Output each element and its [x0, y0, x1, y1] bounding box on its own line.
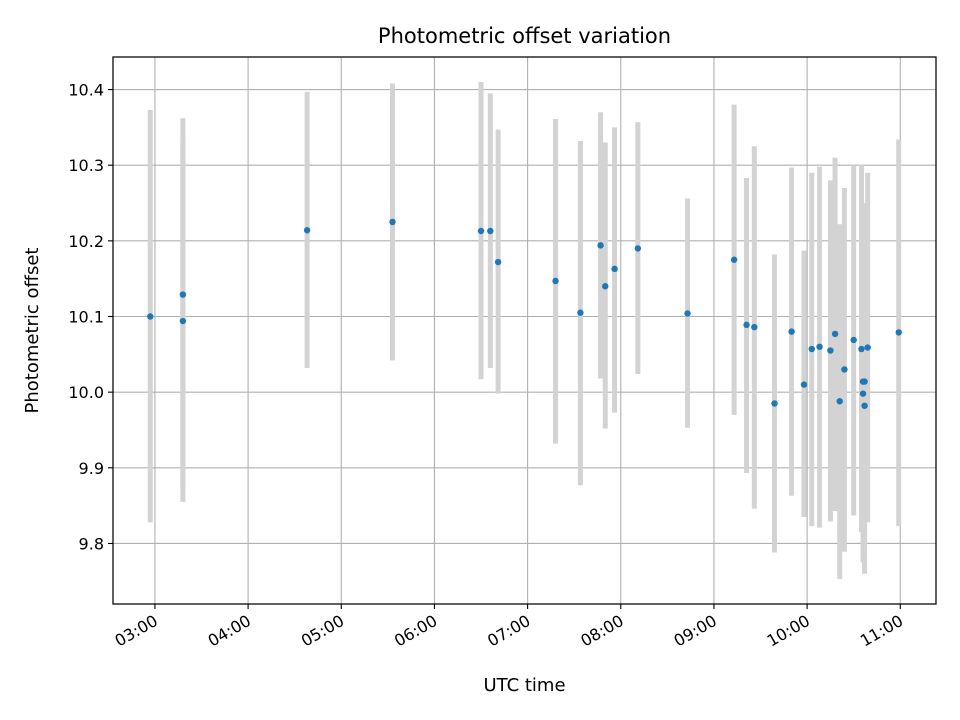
data-point — [303, 227, 311, 234]
data-point — [743, 321, 750, 329]
data-point — [179, 317, 187, 325]
data-point — [836, 398, 843, 405]
data-point — [827, 347, 834, 354]
data-point — [147, 313, 154, 320]
data-point — [179, 291, 187, 298]
data-point — [389, 218, 396, 226]
y-tick-label: 10.3 — [68, 156, 104, 175]
data-point — [816, 343, 823, 350]
y-tick-label: 10.0 — [68, 383, 104, 402]
y-tick-label: 9.8 — [79, 534, 104, 553]
data-point — [788, 328, 795, 335]
data-point — [831, 330, 839, 338]
data-point — [552, 277, 559, 285]
data-point — [577, 309, 584, 316]
x-axis-title: UTC time — [483, 675, 565, 696]
y-tick-label: 9.9 — [79, 459, 104, 478]
data-point — [859, 390, 867, 397]
data-point — [684, 310, 691, 317]
data-point — [800, 381, 808, 388]
data-point — [597, 242, 604, 249]
data-point — [895, 329, 902, 336]
data-point — [611, 265, 618, 273]
data-point — [850, 336, 857, 344]
data-point — [494, 258, 502, 266]
y-tick-label: 10.4 — [68, 81, 104, 100]
plot-area-frame — [112, 56, 937, 605]
data-point — [841, 366, 848, 373]
data-point — [858, 345, 865, 353]
data-point — [477, 227, 485, 235]
y-axis-title: Photometric offset — [22, 248, 43, 414]
y-tick-label: 10.2 — [68, 232, 104, 251]
data-point — [808, 345, 815, 353]
y-axis-ticks: 9.8 9.9 10.0 10.1 10.2 10.3 10.4 — [68, 81, 113, 553]
data-point — [730, 256, 738, 263]
data-point — [602, 283, 609, 290]
data-point — [771, 400, 778, 407]
data-point — [487, 227, 494, 235]
data-point — [634, 245, 642, 252]
chart-title: Photometric offset variation — [378, 24, 671, 48]
y-tick-label: 10.1 — [68, 308, 104, 327]
data-point — [751, 323, 758, 331]
data-point — [861, 402, 868, 409]
data-points — [147, 218, 902, 409]
data-point — [861, 378, 868, 385]
data-point — [864, 344, 871, 351]
